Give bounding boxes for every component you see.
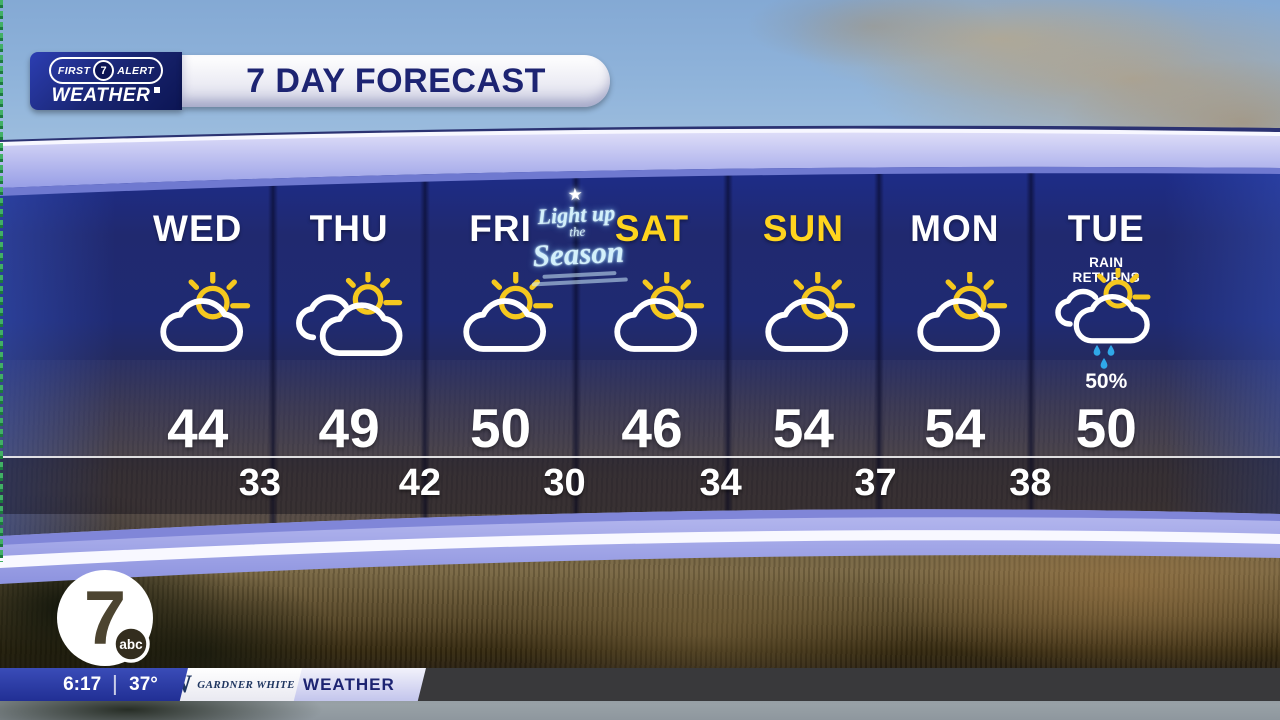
day-labels-row: WED THU FRI SAT SUN MON TUE RAIN RETURNS (122, 208, 1182, 300)
page-title: 7 DAY FORECAST (246, 61, 546, 100)
day-label: THU (309, 208, 389, 249)
current-temp: 37° (129, 673, 158, 695)
day-column-wed: WED (122, 208, 273, 300)
day-column-tue: TUE RAIN RETURNS (1031, 208, 1182, 300)
day-label: MON (910, 208, 1000, 249)
day-label: SAT (614, 208, 690, 249)
svg-text:abc: abc (119, 637, 143, 652)
partly-cloudy-icon (139, 272, 257, 369)
divider (114, 674, 117, 695)
day-column-thu: THU (273, 208, 424, 300)
column-divider (571, 172, 581, 534)
low-temp: 33 (238, 462, 281, 504)
column-divider (268, 172, 278, 534)
day-label: TUE (1067, 208, 1145, 249)
day-label: FRI (469, 208, 532, 249)
brand-alert: ALERT (117, 64, 155, 77)
day-column-fri: FRI (425, 208, 576, 300)
sponsor-name: GARDNER WHITE (197, 678, 295, 691)
brand-first: FIRST (57, 64, 91, 77)
channel-7-abc-logo: 7 abc (57, 570, 153, 666)
high-temp: 54 (772, 397, 834, 459)
high-temp: 50 (1075, 397, 1137, 459)
low-temps-strip (0, 456, 1280, 514)
square-bullet-icon (154, 87, 161, 93)
low-temp: 42 (398, 462, 441, 504)
low-temps-row: 33 42 30 34 37 38 (0, 462, 1280, 508)
season-line3: Season (531, 233, 625, 274)
season-caption-line (531, 277, 628, 287)
video-edge-artifact (0, 0, 3, 562)
low-temp: 38 (1009, 462, 1052, 504)
column-divider (420, 172, 430, 534)
low-temp: 34 (699, 462, 742, 504)
low-temp: 30 (543, 462, 586, 504)
header: FIRST 7 ALERT WEATHER 7 DAY FORECAST (30, 52, 610, 110)
forecast-banner (0, 158, 1280, 544)
column-divider (874, 172, 884, 534)
column-divider (1026, 172, 1036, 534)
current-time: 6:17 (63, 673, 102, 695)
ticker-section-label: WEATHER (303, 674, 395, 694)
mostly-cloudy-icon (290, 272, 408, 369)
ticker-gray-section (391, 668, 1280, 701)
first-alert-badge: FIRST 7 ALERT (48, 57, 164, 84)
day-label: SUN (762, 208, 844, 249)
time-temp-section: 6:17 37° (0, 668, 189, 701)
rain-sun-icon (1050, 268, 1162, 372)
high-temp: 49 (318, 397, 380, 459)
precip-chance: 50% (1085, 370, 1128, 393)
day-column-sat: SAT (576, 208, 727, 300)
column-divider (723, 172, 733, 534)
title-pill: 7 DAY FORECAST (182, 55, 610, 107)
lower-ticker-bar: WEATHER GW GARDNER WHITE 6:17 37° (0, 668, 1280, 701)
low-temp: 37 (854, 462, 897, 504)
partly-cloudy-icon (896, 272, 1014, 369)
high-temp: 44 (167, 397, 229, 459)
high-temp: 46 (621, 397, 683, 459)
day-column-mon: MON (879, 208, 1030, 300)
partly-cloudy-icon (744, 272, 862, 369)
high-temps-row: 44 49 50 46 54 54 50 (122, 396, 1182, 459)
high-temp: 50 (469, 397, 532, 459)
tree-branches (540, 0, 1280, 175)
day-label: WED (153, 208, 243, 249)
day-column-sun: SUN (728, 208, 879, 300)
channel-7-icon: 7 (93, 60, 115, 81)
first-alert-weather-logo: FIRST 7 ALERT WEATHER (30, 52, 182, 110)
weather-icons-row: 50% (122, 272, 1182, 404)
light-up-the-season-logo: ★ Light up the Season (500, 182, 656, 312)
high-temp: 54 (924, 397, 986, 459)
brand-weather: WEATHER (52, 86, 161, 105)
